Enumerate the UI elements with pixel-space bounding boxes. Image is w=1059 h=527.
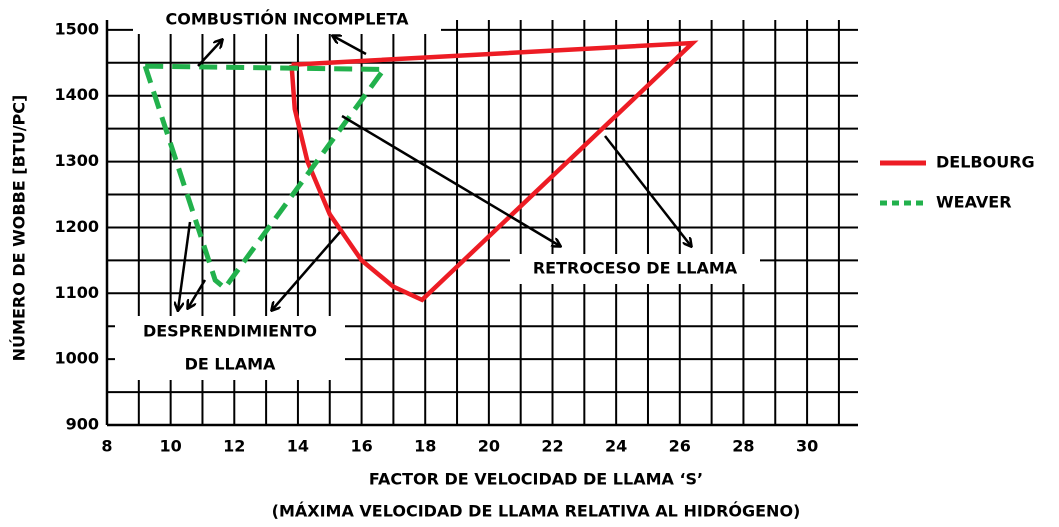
legend-label: DELBOURG xyxy=(936,153,1035,172)
y-tick-label: 900 xyxy=(66,415,99,434)
annotation: DE LLAMA xyxy=(185,355,276,374)
y-tick-label: 1400 xyxy=(54,85,99,104)
x-tick-label: 14 xyxy=(287,437,309,456)
x-tick-label: 26 xyxy=(669,437,691,456)
annotation: DESPRENDIMIENTO xyxy=(143,322,317,341)
x-axis-label: (MÁXIMA VELOCIDAD DE LLAMA RELATIVA AL H… xyxy=(272,502,801,521)
y-tick-label: 1000 xyxy=(54,349,99,368)
annotation: RETROCESO DE LLAMA xyxy=(533,259,738,278)
arrow xyxy=(341,114,560,246)
arrow xyxy=(178,221,192,310)
x-tick-label: 20 xyxy=(478,437,500,456)
x-tick-label: 18 xyxy=(414,437,436,456)
arrow xyxy=(333,36,367,56)
x-tick-label: 28 xyxy=(732,437,754,456)
x-tick-label: 16 xyxy=(350,437,372,456)
annotation: COMBUSTIÓN INCOMPLETA xyxy=(166,10,410,29)
y-tick-label: 1100 xyxy=(54,283,99,302)
y-axis-label: NÚMERO DE WOBBE [BTU/PC] xyxy=(10,95,29,362)
arrow xyxy=(272,231,341,310)
annotations: COMBUSTIÓN INCOMPLETA DESPRENDIMIENTO DE… xyxy=(115,6,760,380)
arrow xyxy=(188,279,207,308)
arrow xyxy=(197,40,222,67)
x-tick-label: 30 xyxy=(796,437,818,456)
label-box xyxy=(115,316,345,380)
grid xyxy=(105,20,858,427)
label-box xyxy=(510,254,760,284)
series xyxy=(142,40,699,303)
legend-label: WEAVER xyxy=(936,193,1012,212)
x-tick-label: 22 xyxy=(541,437,563,456)
series-line xyxy=(142,63,389,292)
label-box xyxy=(133,6,441,34)
x-tick-label: 24 xyxy=(605,437,627,456)
y-tick-label: 1500 xyxy=(54,19,99,38)
x-tick-label: 8 xyxy=(101,437,112,456)
x-tick-label: 10 xyxy=(160,437,182,456)
arrow xyxy=(604,135,691,246)
series-line xyxy=(289,40,699,303)
x-tick-label: 12 xyxy=(223,437,245,456)
y-tick-label: 1300 xyxy=(54,151,99,170)
x-axis-label: FACTOR DE VELOCIDAD DE LLAMA ‘S’ xyxy=(369,470,703,489)
y-tick-label: 1200 xyxy=(54,217,99,236)
